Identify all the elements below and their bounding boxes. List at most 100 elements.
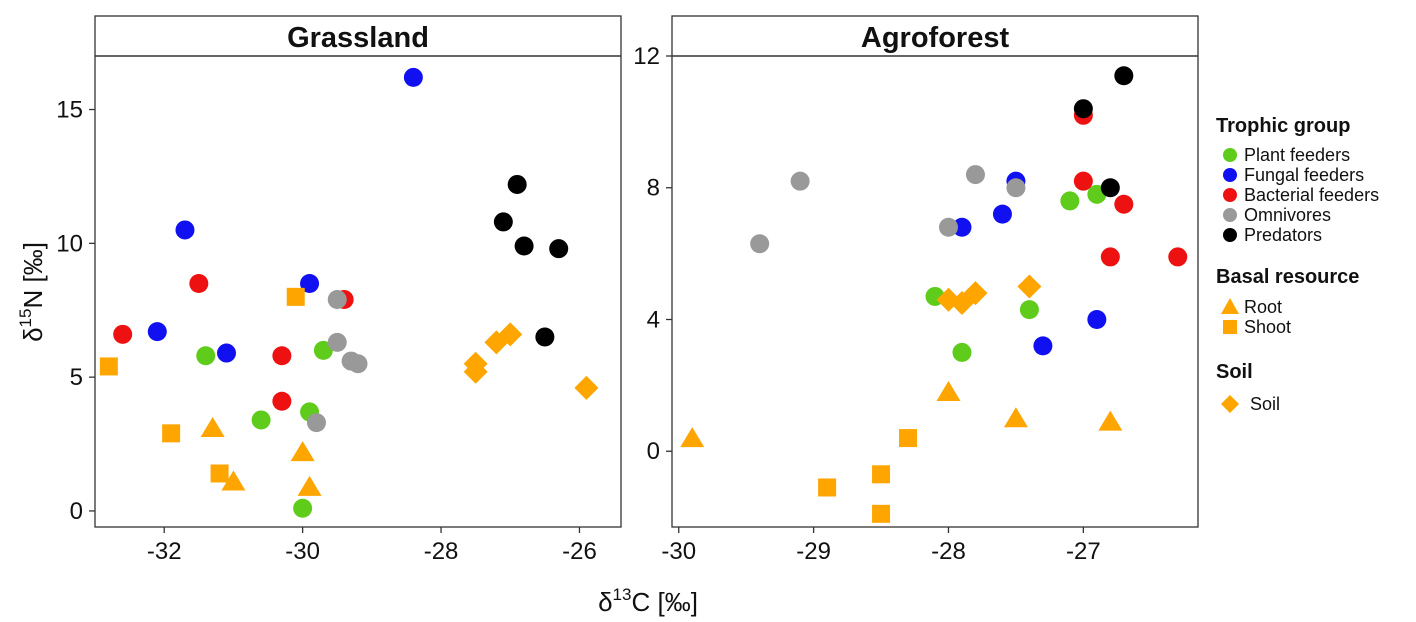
y-axis-title-sup: 15: [16, 309, 35, 328]
legend-trophic-title: Trophic group: [1216, 115, 1350, 137]
omnivores-point: [1006, 178, 1026, 198]
y-tick-label: 10: [56, 230, 83, 257]
omnivores-point: [348, 354, 368, 374]
legend-shoot-key: [1223, 320, 1237, 334]
shoot-point: [286, 287, 305, 306]
legend-soil-key: [1221, 395, 1239, 413]
fungal-feeders-point: [300, 273, 320, 293]
shoot-point: [872, 504, 891, 523]
legend-shoot-label: Shoot: [1244, 317, 1291, 337]
fungal-feeders-point: [217, 343, 236, 363]
fungal-feeders-point: [147, 322, 167, 342]
x-tick-label: -28: [931, 538, 966, 565]
plant-feeders-point: [293, 498, 313, 518]
bacterial-feeders-point: [113, 324, 133, 344]
root-point: [290, 441, 315, 462]
y-tick-label: 8: [647, 175, 660, 202]
shoot-point: [210, 464, 229, 483]
y-axis-title-rest: N [‰]: [18, 242, 48, 308]
soil-point: [498, 322, 523, 347]
panel-agroforest: Agroforest -30 -29 -28 -27 0 4 8 12: [633, 15, 1199, 565]
legend-basal-title: Basal resource: [1216, 266, 1359, 288]
x-axis-title-prefix: δ: [598, 587, 612, 617]
omnivores-point: [790, 171, 810, 191]
shoot-point: [872, 465, 891, 484]
root-point: [221, 470, 246, 491]
y-tick-label: 4: [647, 306, 660, 333]
shoot-point: [899, 429, 918, 448]
legend-bacterial-feeders-label: Bacterial feeders: [1244, 185, 1379, 205]
root-point: [1003, 407, 1028, 428]
legend-omnivores-key: [1223, 208, 1237, 222]
fungal-feeders-point: [1087, 309, 1107, 329]
plant-feeders-point: [251, 410, 271, 430]
root-point: [680, 427, 705, 448]
plant-feeders-point: [196, 346, 216, 366]
root-point: [1098, 410, 1123, 431]
x-axis-title-sup: 13: [613, 585, 632, 604]
fungal-feeders-point: [403, 67, 423, 87]
panel-agroforest-marks: [680, 66, 1188, 523]
panel-agroforest-axes: -30 -29 -28 -27 0 4 8 12: [633, 43, 1100, 565]
bacterial-feeders-point: [1168, 247, 1188, 267]
x-tick-label: -30: [661, 538, 696, 565]
panel-grassland-frame: [94, 15, 622, 528]
shoot-point: [99, 357, 118, 376]
omnivores-point: [965, 165, 985, 185]
omnivores-point: [327, 332, 347, 352]
plant-feeders-point: [1060, 191, 1080, 211]
plant-feeders-point: [952, 342, 972, 362]
predators-point: [1114, 66, 1134, 86]
fungal-feeders-point: [992, 204, 1012, 224]
bacterial-feeders-point: [1100, 247, 1120, 267]
panel-grassland-marks: [99, 67, 599, 518]
x-axis-title-rest: C [‰]: [631, 587, 697, 617]
y-tick-label: 0: [647, 438, 660, 465]
soil-point: [963, 281, 988, 306]
legend-soil-title: Soil: [1216, 361, 1253, 383]
panel-grassland: Grassland -32 -30 -28 -26 0 5 10 15: [56, 15, 622, 565]
bacterial-feeders-point: [189, 273, 209, 293]
predators-point: [1073, 99, 1093, 119]
root-point: [297, 475, 322, 496]
x-tick-label: -28: [424, 538, 459, 565]
plant-feeders-point: [1019, 300, 1039, 320]
legend-fungal-feeders-key: [1223, 168, 1237, 182]
fungal-feeders-point: [1033, 336, 1053, 356]
shoot-point: [162, 424, 181, 443]
fungal-feeders-point: [952, 217, 972, 237]
bacterial-feeders-point: [1073, 171, 1093, 191]
predators-point: [535, 327, 555, 347]
panel-agroforest-frame: [671, 15, 1199, 528]
root-point: [200, 416, 225, 437]
legend: Trophic group Basal resource Soil Plant …: [1216, 115, 1379, 414]
predators-point: [1100, 178, 1120, 198]
plant-feeders-point: [313, 340, 333, 360]
legend-predators-label: Predators: [1244, 225, 1322, 245]
y-axis-title-prefix: δ: [18, 327, 48, 341]
shoot-point: [818, 478, 837, 497]
y-tick-label: 5: [70, 364, 83, 391]
y-tick-label: 15: [56, 97, 83, 124]
legend-plant-feeders-key: [1223, 148, 1237, 162]
legend-root-key: [1221, 298, 1239, 314]
bacterial-feeders-point: [272, 391, 292, 411]
x-tick-label: -27: [1066, 538, 1101, 565]
y-tick-label: 0: [70, 498, 83, 525]
soil-point: [1017, 274, 1042, 299]
panel-agroforest-title: Agroforest: [861, 22, 1010, 54]
y-tick-label: 12: [633, 43, 660, 70]
legend-predators-key: [1223, 228, 1237, 242]
x-tick-label: -26: [562, 538, 597, 565]
predators-point: [507, 174, 527, 194]
fungal-feeders-point: [175, 220, 195, 240]
y-axis-title: δ15N [‰]: [16, 242, 48, 342]
soil-point: [574, 375, 599, 400]
omnivores-point: [327, 290, 347, 310]
x-tick-label: -32: [147, 538, 182, 565]
legend-plant-feeders-label: Plant feeders: [1244, 145, 1350, 165]
predators-point: [549, 239, 569, 259]
predators-point: [514, 236, 534, 256]
predators-point: [493, 212, 513, 232]
